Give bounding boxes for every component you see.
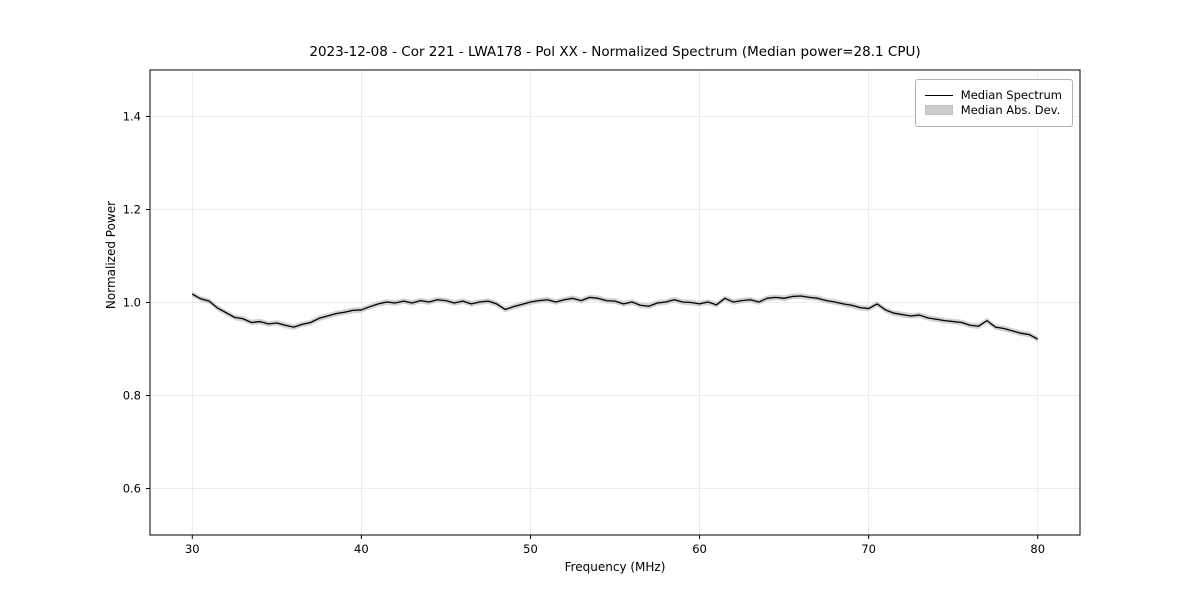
x-tick-label: 50 [523,542,538,556]
chart-title: 2023-12-08 - Cor 221 - LWA178 - Pol XX -… [309,44,921,60]
y-axis-label: Normalized Power [104,200,118,310]
y-tick-label: 0.6 [123,482,141,496]
legend-label: Median Spectrum [960,88,1062,102]
legend-entry-median-abs-dev: Median Abs. Dev. [924,102,1062,117]
line-swatch-icon [924,95,953,97]
band-swatch-icon [924,105,953,116]
legend: Median Spectrum Median Abs. Dev. [914,79,1073,127]
y-tick-label: 1.0 [123,296,141,310]
x-tick-label: 80 [1030,542,1045,556]
y-tick-label: 1.4 [123,110,141,124]
x-tick-label: 40 [354,542,369,556]
median-abs-dev-band [192,291,1038,343]
x-tick-label: 60 [692,542,707,556]
legend-entry-median-spectrum: Median Spectrum [924,88,1062,102]
legend-label: Median Abs. Dev. [960,102,1061,117]
x-tick-label: 30 [185,542,200,556]
y-tick-label: 1.2 [123,203,141,217]
median-spectrum-line [191,293,1039,340]
x-axis-label: Frequency (MHz) [564,560,666,574]
x-tick-label: 70 [861,542,876,556]
y-tick-label: 0.8 [123,389,141,403]
